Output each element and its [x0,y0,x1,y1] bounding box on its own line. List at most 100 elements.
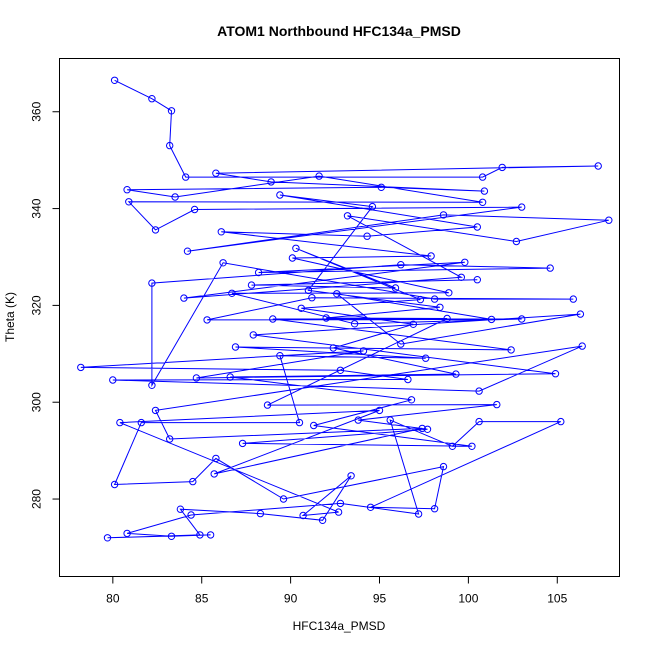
data-point [407,396,416,404]
data-point [557,417,565,426]
data-point [409,320,417,328]
data-point [468,442,476,450]
data-point [423,425,432,433]
data-point [518,315,526,323]
data-point [183,247,192,255]
data-point [336,366,345,374]
data-point [334,508,343,516]
y-axis-label: Theta (K) [3,292,17,342]
data-point [439,211,448,219]
data-point [151,406,160,415]
data-point [231,343,240,351]
x-axis-label: HFC134a_PMSD [293,619,386,633]
data-point [310,421,318,430]
data-point [167,107,176,115]
data-point [182,173,190,181]
data-point [498,163,506,172]
data-point [363,232,371,240]
data-point [397,261,405,269]
data-point [422,354,430,362]
data-point [171,193,179,201]
data-point [103,534,112,542]
data-point [439,462,448,471]
data-point [212,454,220,463]
data-point [109,376,117,384]
data-point [148,381,156,389]
data-point [418,424,426,433]
data-point [569,295,577,303]
data-point [116,418,124,427]
data-point [473,223,481,231]
data-point [475,387,483,395]
data-point [110,76,119,85]
data-point [493,400,501,409]
y-axis: 280 300 320 340 360 [30,101,60,509]
x-axis: 80 85 90 95 100 105 [106,576,568,606]
data-point [461,258,469,266]
data-point [546,264,554,272]
x-tick-label: 100 [458,592,478,606]
series-layer [77,76,613,542]
chart-title: ATOM1 Northbound HFC134a_PMSD [217,23,461,39]
data-point [329,344,337,352]
data-point [578,342,586,350]
data-point [512,237,521,246]
data-point [436,303,444,311]
x-tick-label: 90 [284,592,298,606]
data-point [137,418,146,427]
data-point [276,352,284,360]
data-point [203,316,211,324]
data-point [507,346,515,354]
data-point [263,401,272,409]
data-point [366,503,375,511]
x-tick-label: 85 [195,592,209,606]
data-point [167,532,176,540]
data-point [295,418,304,427]
data-point [322,314,330,322]
data-point [343,212,352,220]
data-point [318,516,327,524]
x-tick-label: 105 [547,592,567,606]
data-point [430,505,439,513]
data-point [196,531,204,539]
data-point [166,435,174,443]
data-point [480,187,489,195]
data-point [217,228,226,236]
data-point [110,480,119,489]
data-point [457,273,465,281]
data-point [190,205,199,214]
data-point [445,289,453,297]
data-point [123,529,131,538]
data-point [125,198,133,206]
data-point [551,370,560,378]
data-point [386,416,394,424]
data-point [448,442,457,450]
data-point [414,510,423,518]
data-point [397,340,405,348]
data-point [292,244,300,253]
x-tick-label: 80 [106,592,120,606]
data-point [576,310,585,318]
y-tick-label: 280 [30,489,44,509]
data-point [210,470,218,478]
data-point [473,276,481,284]
data-point [427,252,435,260]
data-point [350,320,359,328]
y-tick-label: 300 [30,392,44,412]
y-tick-label: 320 [30,295,44,315]
data-point [416,295,425,304]
data-point [249,331,258,339]
data-point [166,141,174,150]
data-point [77,363,85,372]
data-point [279,495,288,503]
data-point [123,186,131,194]
data-point [269,315,277,323]
data-point [594,162,602,170]
data-point [299,511,307,520]
data-point [219,259,227,267]
data-point [377,183,385,192]
data-point [304,286,313,295]
data-point [228,289,236,297]
data-point [443,314,451,323]
